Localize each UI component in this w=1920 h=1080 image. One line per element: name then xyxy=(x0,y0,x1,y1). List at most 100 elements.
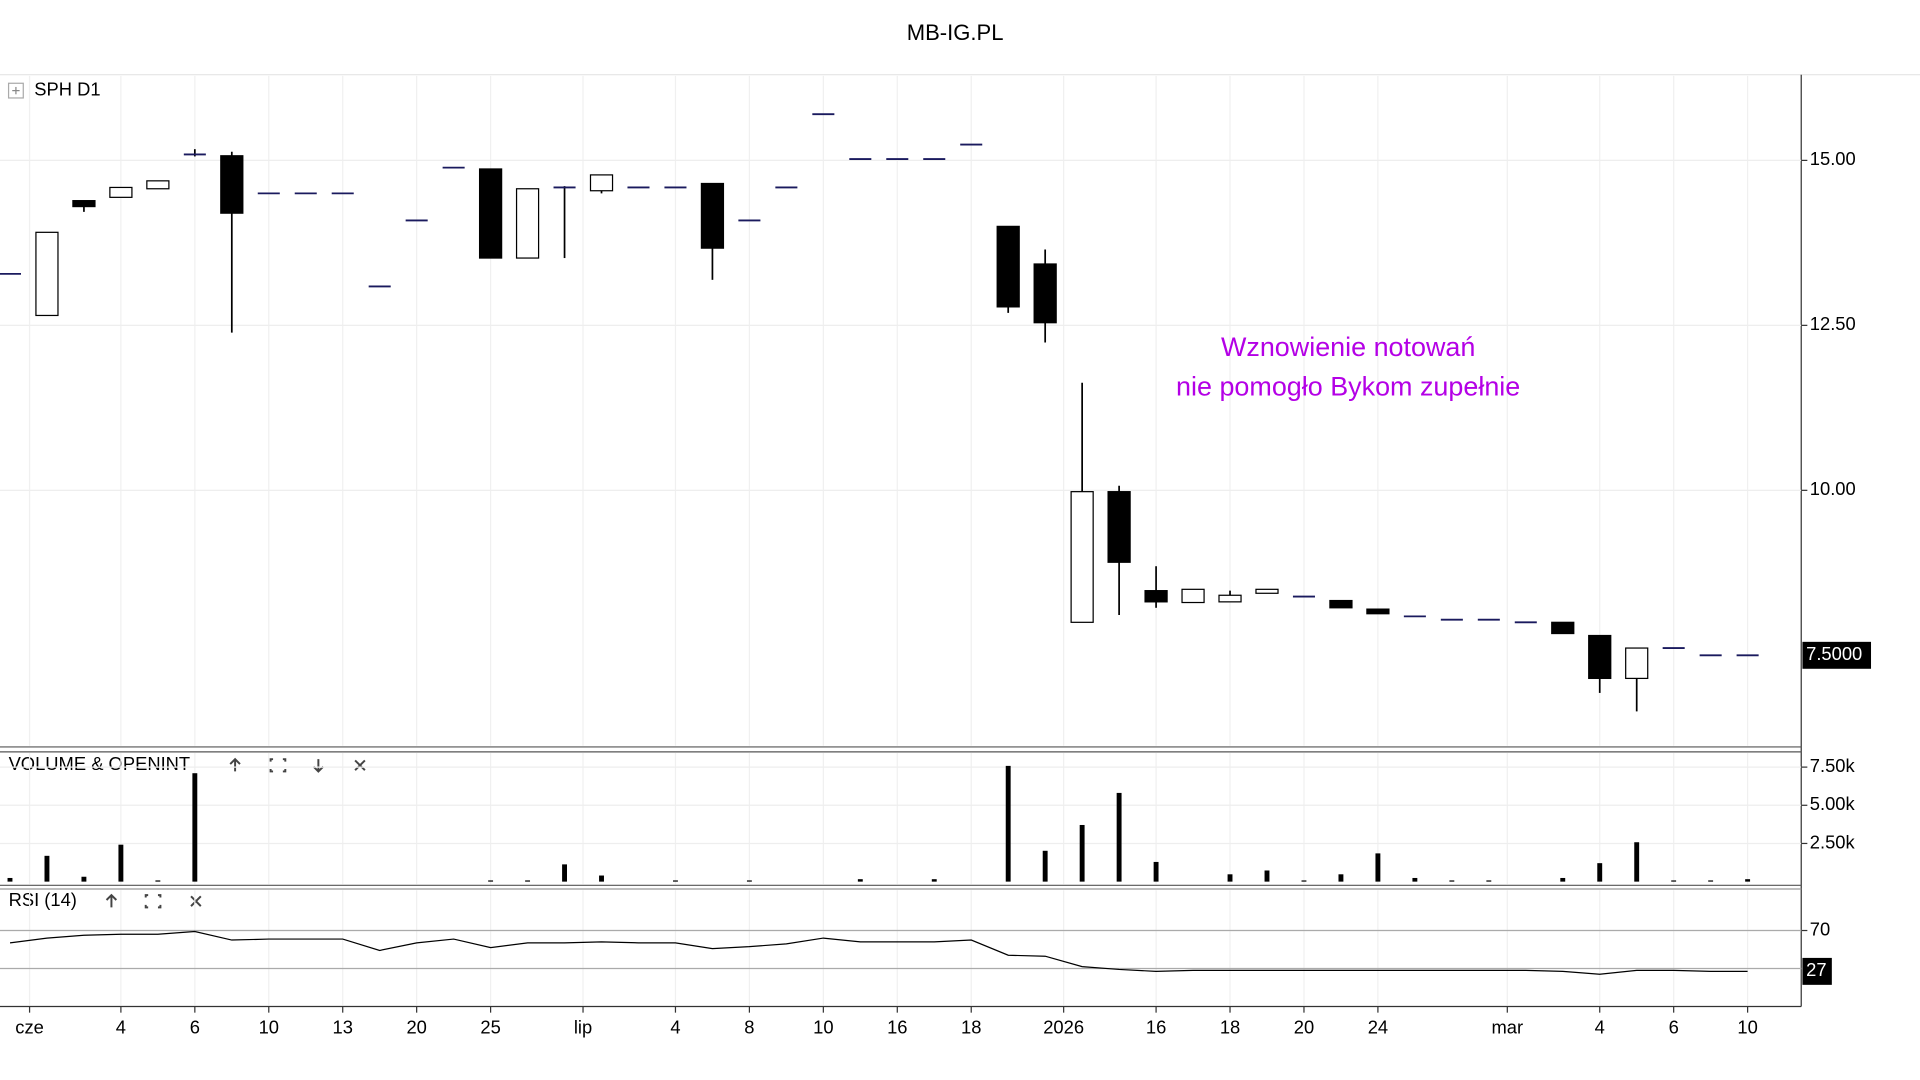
volume-bar xyxy=(1153,861,1159,882)
candle-body xyxy=(1255,588,1279,594)
annotation: nie pomogło Bykom zupełnie xyxy=(1176,371,1520,401)
y-tick-label: 5.00k xyxy=(1810,793,1856,814)
volume-bar xyxy=(1338,874,1344,882)
volume-bar xyxy=(1745,879,1751,882)
volume-bar xyxy=(1264,870,1270,882)
candle-body xyxy=(1625,647,1649,680)
volume-bar xyxy=(562,864,567,882)
panel-controls[interactable] xyxy=(105,893,202,909)
candle-body xyxy=(35,231,59,317)
candle-body xyxy=(1551,621,1575,635)
y-tick-label: 2.50k xyxy=(1810,831,1856,852)
x-tick-label: 20 xyxy=(1294,1016,1314,1037)
x-tick-label: 18 xyxy=(1220,1016,1240,1037)
x-tick-label: cze xyxy=(15,1016,44,1037)
x-tick-label: 16 xyxy=(887,1016,907,1037)
expand-icon[interactable] xyxy=(7,82,24,99)
rsi-last-label: 27 xyxy=(1806,959,1826,980)
grid xyxy=(0,75,1808,1013)
x-tick-label: 6 xyxy=(1669,1016,1679,1037)
x-tick-label: 10 xyxy=(1737,1016,1757,1037)
volume-bar xyxy=(192,773,198,882)
volume-bar xyxy=(746,880,752,882)
volume-bar xyxy=(1042,850,1048,882)
y-tick-label: 70 xyxy=(1810,918,1830,939)
volume-bar xyxy=(1486,880,1492,882)
candle-body xyxy=(1107,491,1131,563)
volume-bar xyxy=(1375,853,1381,882)
x-tick-label: mar xyxy=(1491,1016,1523,1037)
volume-bar xyxy=(1671,880,1677,882)
marks: 7.5000 27 xyxy=(0,113,1872,985)
volume-bar xyxy=(1227,874,1233,882)
panel-label: RSI (14) xyxy=(9,889,77,910)
candle-body xyxy=(1181,588,1205,604)
panel-label: VOLUME & OPENINT xyxy=(9,753,191,774)
volume-bar xyxy=(488,880,494,882)
candle-body xyxy=(1588,634,1612,680)
candle-body xyxy=(1329,599,1353,609)
volume-bar xyxy=(1560,877,1566,882)
candle-body xyxy=(700,182,725,249)
volume-bar xyxy=(155,880,161,882)
last-price-box xyxy=(1802,641,1872,669)
candle-body xyxy=(589,174,614,192)
x-tick-label: 18 xyxy=(961,1016,981,1037)
x-tick-label: 13 xyxy=(333,1016,353,1037)
candle-body xyxy=(478,168,503,259)
volume-bar xyxy=(673,880,678,882)
y-tick-label: 10.00 xyxy=(1810,478,1856,499)
y-tick-label: 7.50k xyxy=(1810,755,1856,776)
volume-bar xyxy=(1597,863,1603,882)
volume-bar xyxy=(1449,880,1455,882)
candle-body xyxy=(72,200,96,208)
volume-bar xyxy=(525,880,531,882)
volume-bar xyxy=(1412,877,1418,882)
volume-bar xyxy=(1116,792,1122,882)
volume-bar xyxy=(81,876,87,882)
x-tick-label: 10 xyxy=(813,1016,833,1037)
x-tick-label: 2026 xyxy=(1043,1016,1084,1037)
chart-title: MB-IG.PL xyxy=(907,20,1004,45)
candle-body xyxy=(1033,263,1057,324)
x-tick-label: 4 xyxy=(116,1016,126,1037)
volume-bar xyxy=(1634,842,1640,882)
x-tick-label: 6 xyxy=(190,1016,200,1037)
volume-bar xyxy=(857,879,863,882)
x-tick-label: 4 xyxy=(670,1016,680,1037)
volume-bar xyxy=(118,844,124,882)
candle-body xyxy=(515,188,540,259)
volume-bar xyxy=(7,877,13,882)
x-tick-label: 8 xyxy=(744,1016,754,1037)
volume-bar xyxy=(1301,880,1307,882)
x-tick-label: lip xyxy=(574,1016,592,1037)
x-tick-label: 20 xyxy=(406,1016,426,1037)
candle-body xyxy=(1070,491,1094,623)
volume-bar xyxy=(599,875,604,882)
volume-bar xyxy=(931,879,937,882)
candle-body xyxy=(109,186,133,198)
rsi-line xyxy=(9,930,1748,975)
x-tick-label: 25 xyxy=(480,1016,500,1037)
x-tick-label: 16 xyxy=(1146,1016,1166,1037)
y-tick-label: 15.00 xyxy=(1810,148,1856,169)
rsi-last-box xyxy=(1802,957,1832,985)
y-tick-label: 12.50 xyxy=(1810,313,1856,334)
panel-label: SPH D1 xyxy=(34,78,100,99)
x-tick-label: 24 xyxy=(1368,1016,1388,1037)
last-price-label: 7.5000 xyxy=(1806,643,1862,664)
candle-body xyxy=(1366,608,1390,615)
candle-body xyxy=(146,180,170,190)
volume-bar xyxy=(1079,824,1085,882)
x-tick-label: 10 xyxy=(259,1016,279,1037)
x-tick-label: 4 xyxy=(1595,1016,1605,1037)
candle-body xyxy=(1218,594,1242,603)
volume-bar xyxy=(1708,880,1714,882)
volume-bar xyxy=(44,855,50,882)
volume-bar xyxy=(1005,765,1011,882)
annotation: Wznowienie notowań xyxy=(1221,332,1475,362)
panel-controls[interactable] xyxy=(229,757,366,773)
